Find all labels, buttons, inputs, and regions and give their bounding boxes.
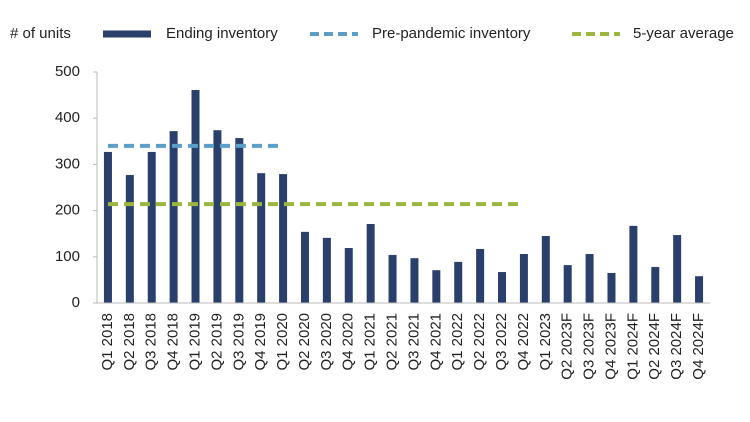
x-tick-label: Q3 2019 <box>230 313 247 371</box>
y-tick-label: 400 <box>55 109 80 126</box>
x-tick-label: Q1 2024F <box>624 313 641 380</box>
x-tick-label: Q1 2020 <box>274 313 291 371</box>
bar <box>279 174 288 303</box>
x-tick-label: Q3 2022 <box>493 313 510 371</box>
x-tick-label: Q3 2021 <box>405 313 422 371</box>
bar <box>300 231 309 303</box>
x-tick-label: Q2 2020 <box>296 313 313 371</box>
bar <box>498 272 507 303</box>
x-tick-label: Q4 2022 <box>515 313 532 371</box>
bar <box>213 130 222 303</box>
x-tick-label: Q4 2024F <box>690 313 707 380</box>
x-tick-label: Q2 2019 <box>208 313 225 371</box>
x-tick-label: Q4 2021 <box>427 313 444 371</box>
x-tick-label: Q3 2020 <box>318 313 335 371</box>
bar <box>322 237 331 303</box>
x-tick-label: Q4 2019 <box>252 313 269 371</box>
bar <box>103 151 112 303</box>
x-tick-label: Q1 2018 <box>99 313 116 371</box>
legend-label: Ending inventory <box>166 25 278 42</box>
bar <box>410 258 419 303</box>
y-tick-label: 200 <box>55 202 80 219</box>
x-tick-label: Q3 2023F <box>581 313 598 380</box>
legend-label: 5-year average <box>633 25 734 42</box>
bar <box>695 276 704 303</box>
x-tick-label: Q4 2023F <box>602 313 619 380</box>
x-tick-label: Q4 2018 <box>165 313 182 371</box>
bar <box>629 225 638 303</box>
bar <box>519 254 528 303</box>
x-tick-label: Q1 2023 <box>537 313 554 371</box>
bar <box>147 151 156 303</box>
legend-label: Pre-pandemic inventory <box>372 25 531 42</box>
bar <box>585 254 594 303</box>
bar <box>541 236 550 303</box>
bar <box>454 261 463 303</box>
bar <box>607 272 616 303</box>
bar <box>388 254 397 303</box>
x-tick-label: Q3 2024F <box>668 313 685 380</box>
x-tick-label: Q2 2018 <box>121 313 138 371</box>
y-tick-label: 0 <box>72 294 80 311</box>
x-tick-label: Q2 2024F <box>646 313 663 380</box>
bar <box>476 248 485 303</box>
x-tick-label: Q1 2022 <box>449 313 466 371</box>
bar <box>432 270 441 303</box>
x-tick-label: Q2 2021 <box>384 313 401 371</box>
x-tick-label: Q1 2019 <box>186 313 203 371</box>
bar <box>366 223 375 303</box>
bar <box>651 266 660 303</box>
y-axis-label: # of units <box>10 25 71 42</box>
y-tick-label: 300 <box>55 155 80 172</box>
bar <box>191 90 200 303</box>
x-tick-label: Q2 2022 <box>471 313 488 371</box>
x-tick-label: Q2 2023F <box>559 313 576 380</box>
bar <box>344 248 353 303</box>
bar <box>257 173 266 303</box>
bar <box>125 175 134 303</box>
y-tick-label: 100 <box>55 248 80 265</box>
x-tick-label: Q1 2021 <box>362 313 379 371</box>
bar <box>169 131 178 303</box>
bar <box>563 265 572 303</box>
y-tick-label: 500 <box>55 63 80 80</box>
bar <box>673 235 682 303</box>
bar <box>235 138 244 303</box>
x-tick-label: Q4 2020 <box>340 313 357 371</box>
x-tick-label: Q3 2018 <box>143 313 160 371</box>
